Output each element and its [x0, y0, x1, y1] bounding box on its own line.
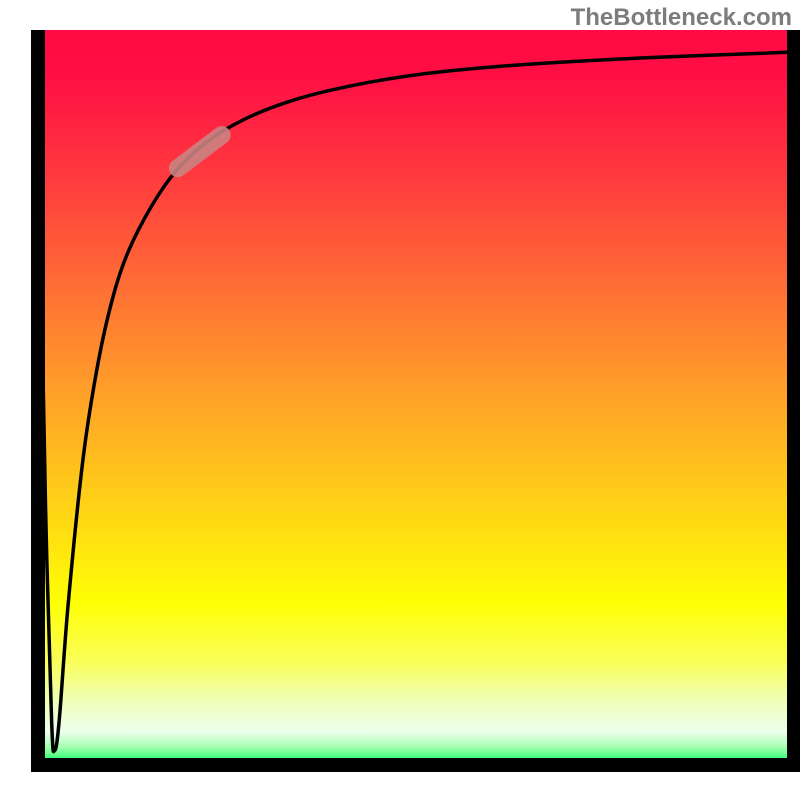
bottleneck-chart [0, 0, 800, 800]
chart-container: { "watermark": { "text": "TheBottleneck.… [0, 0, 800, 800]
chart-background-gradient [38, 30, 794, 765]
